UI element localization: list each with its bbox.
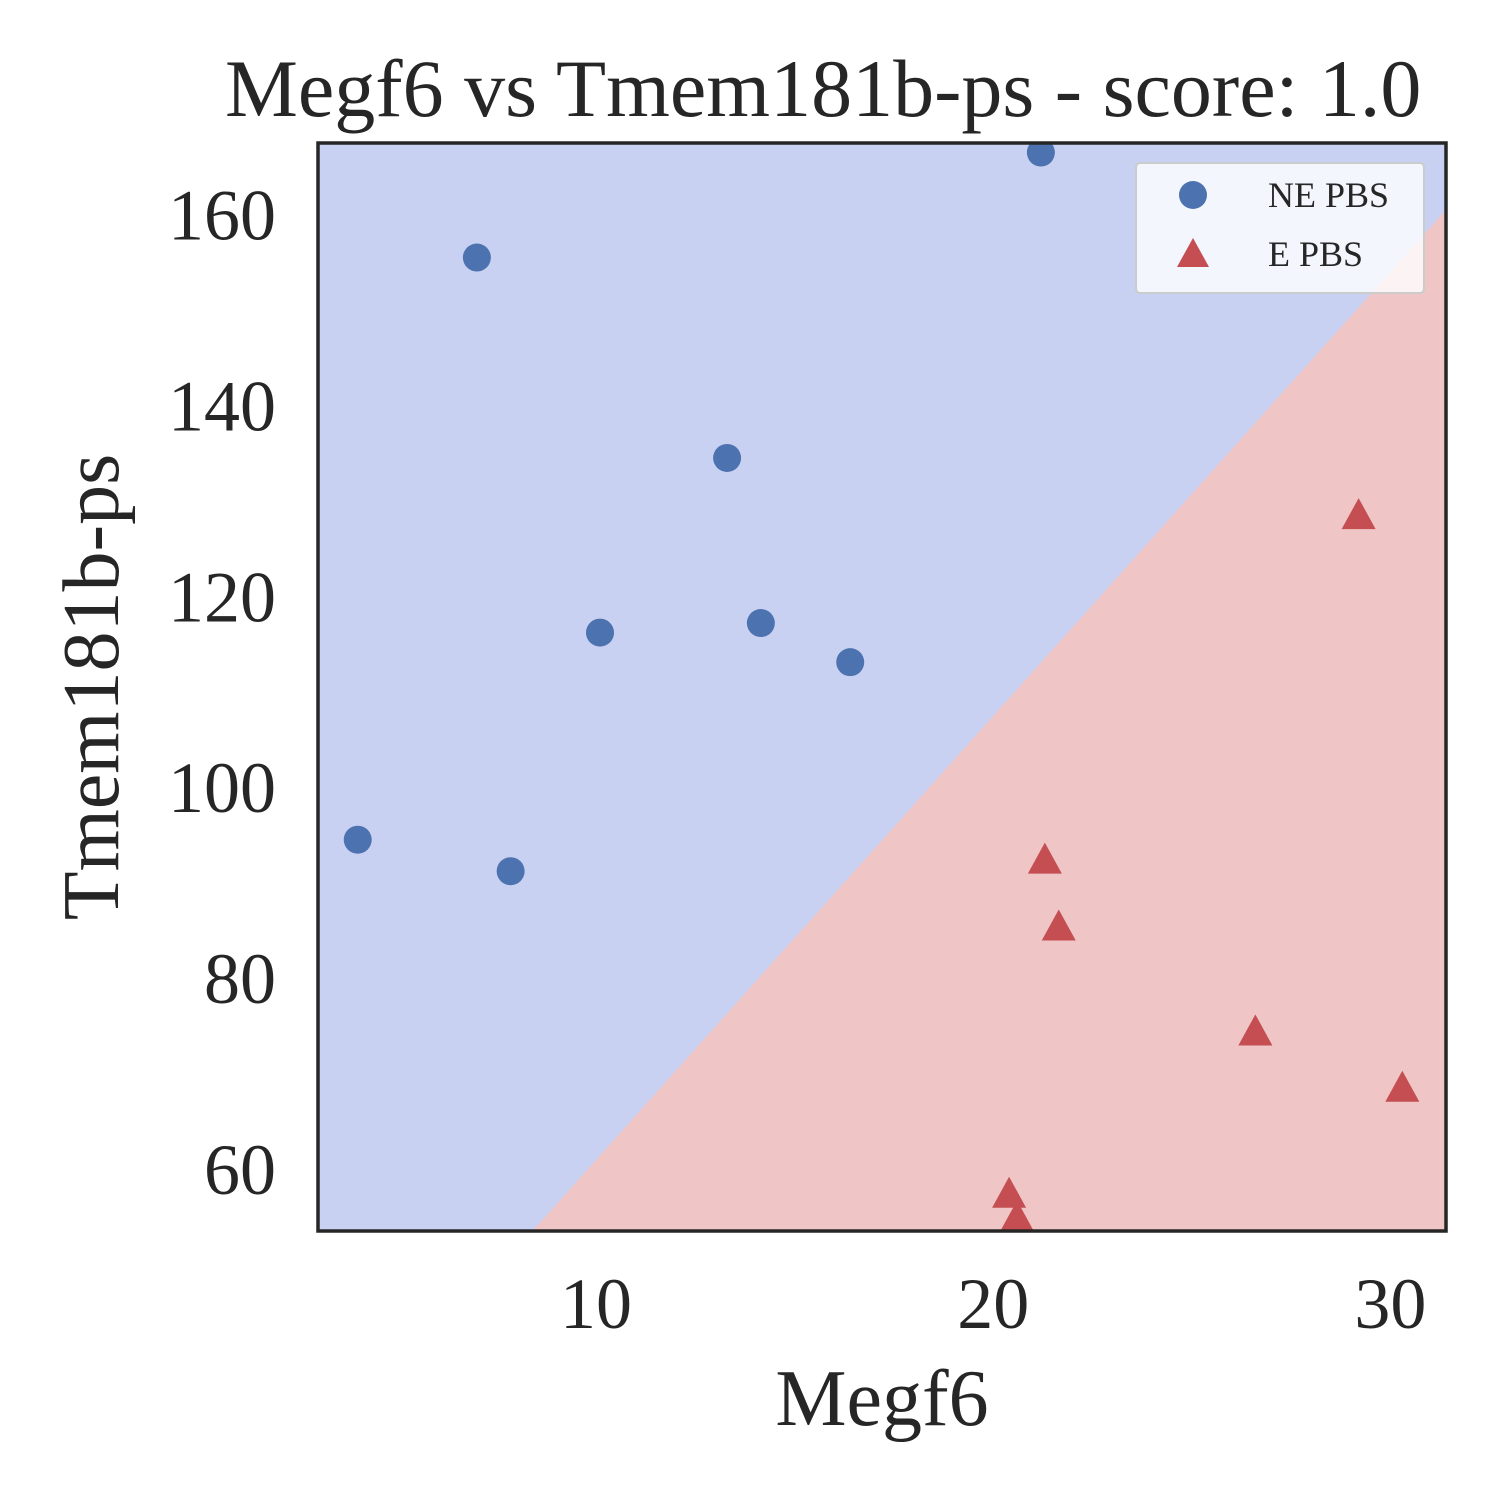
point-ne-pbs [836, 648, 865, 677]
point-ne-pbs [586, 618, 614, 647]
legend-marker-e-pbs [1177, 238, 1209, 267]
point-e-pbs [1000, 1200, 1034, 1231]
region-e-pbs [532, 209, 1446, 1231]
y-axis-label: Tmem181b-ps [48, 454, 136, 921]
y-tick-label: 80 [204, 939, 276, 1019]
point-e-pbs [992, 1176, 1027, 1208]
y-axis-ticks: 60 80 100 120 140 160 [168, 176, 276, 1210]
x-tick-label: 30 [1354, 1264, 1426, 1344]
legend-label-e-pbs: E PBS [1268, 234, 1363, 274]
point-e-pbs [1341, 498, 1376, 530]
y-tick-label: 60 [204, 1130, 276, 1210]
chart-title: Megf6 vs Tmem181b-ps - score: 1.0 [225, 43, 1421, 134]
data-points [343, 143, 1420, 1231]
point-e-pbs [1027, 842, 1062, 874]
plot-frame [316, 141, 1448, 1233]
y-tick-label: 160 [168, 176, 276, 256]
point-ne-pbs [1026, 143, 1055, 167]
point-ne-pbs [713, 443, 742, 472]
x-axis-label: Megf6 [775, 1355, 988, 1443]
legend-box [1135, 162, 1425, 294]
legend-label-ne-pbs: NE PBS [1268, 175, 1389, 215]
x-tick-label: 20 [957, 1264, 1029, 1344]
x-axis-ticks: 10 20 30 [560, 1264, 1426, 1344]
point-ne-pbs [343, 825, 372, 854]
point-e-pbs [1041, 909, 1076, 941]
point-ne-pbs [462, 243, 491, 272]
decision-regions [318, 143, 1446, 1231]
point-e-pbs [1385, 1070, 1420, 1102]
point-e-pbs [1238, 1014, 1273, 1046]
y-tick-label: 100 [168, 748, 276, 828]
point-ne-pbs [496, 857, 525, 886]
y-tick-label: 120 [168, 557, 276, 637]
legend: NE PBS E PBS [1135, 162, 1425, 294]
x-tick-label: 10 [560, 1264, 632, 1344]
legend-marker-ne-pbs [1179, 181, 1207, 209]
y-tick-label: 140 [168, 366, 276, 446]
point-ne-pbs [746, 609, 775, 638]
